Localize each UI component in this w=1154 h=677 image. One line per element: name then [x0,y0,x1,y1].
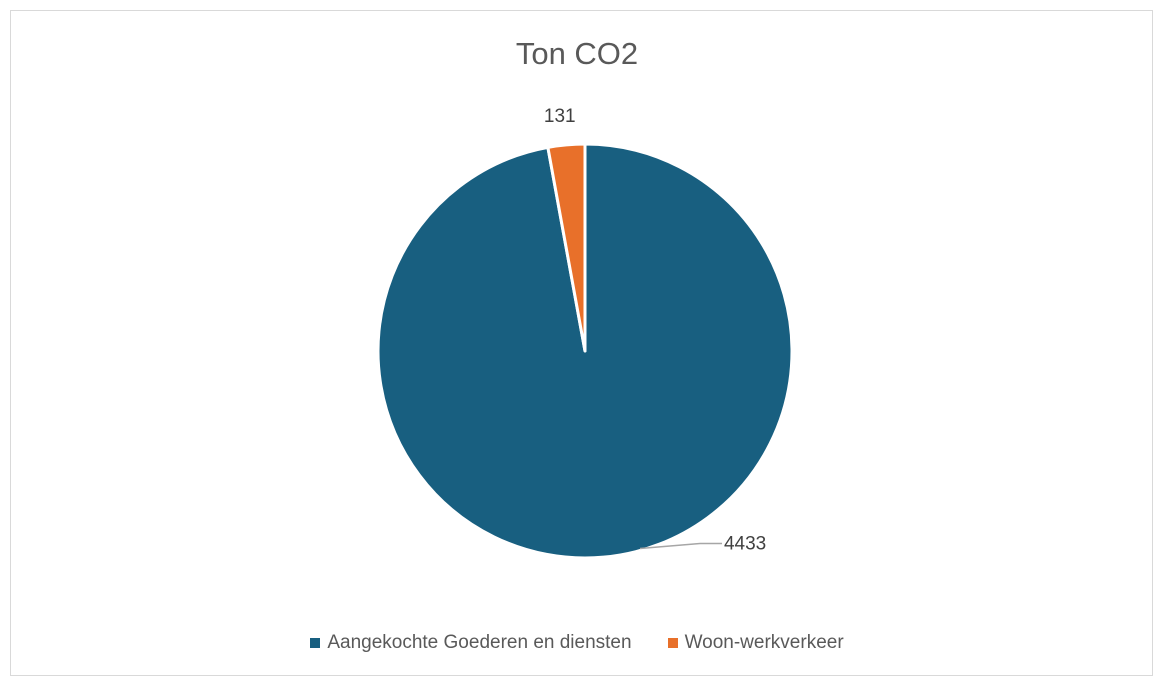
legend-item-aangekochte: Aangekochte Goederen en diensten [310,632,632,654]
legend-label-aangekochte: Aangekochte Goederen en diensten [327,632,632,653]
legend-swatch-woon-werkverkeer [667,638,678,648]
data-label-woon-werkverkeer: 131 [544,106,576,127]
leader-line-aangekochte [639,542,722,550]
legend: Aangekochte Goederen en diensten Woon-we… [0,632,1154,654]
legend-swatch-aangekochte [310,638,321,648]
pie-slice-woon-werkverkeer [546,142,587,353]
legend-label-woon-werkverkeer: Woon-werkverkeer [684,632,844,653]
chart-title: Ton CO2 [515,36,639,71]
data-label-aangekochte: 4433 [724,533,766,554]
legend-item-woon-werkverkeer: Woon-werkverkeer [667,632,844,654]
